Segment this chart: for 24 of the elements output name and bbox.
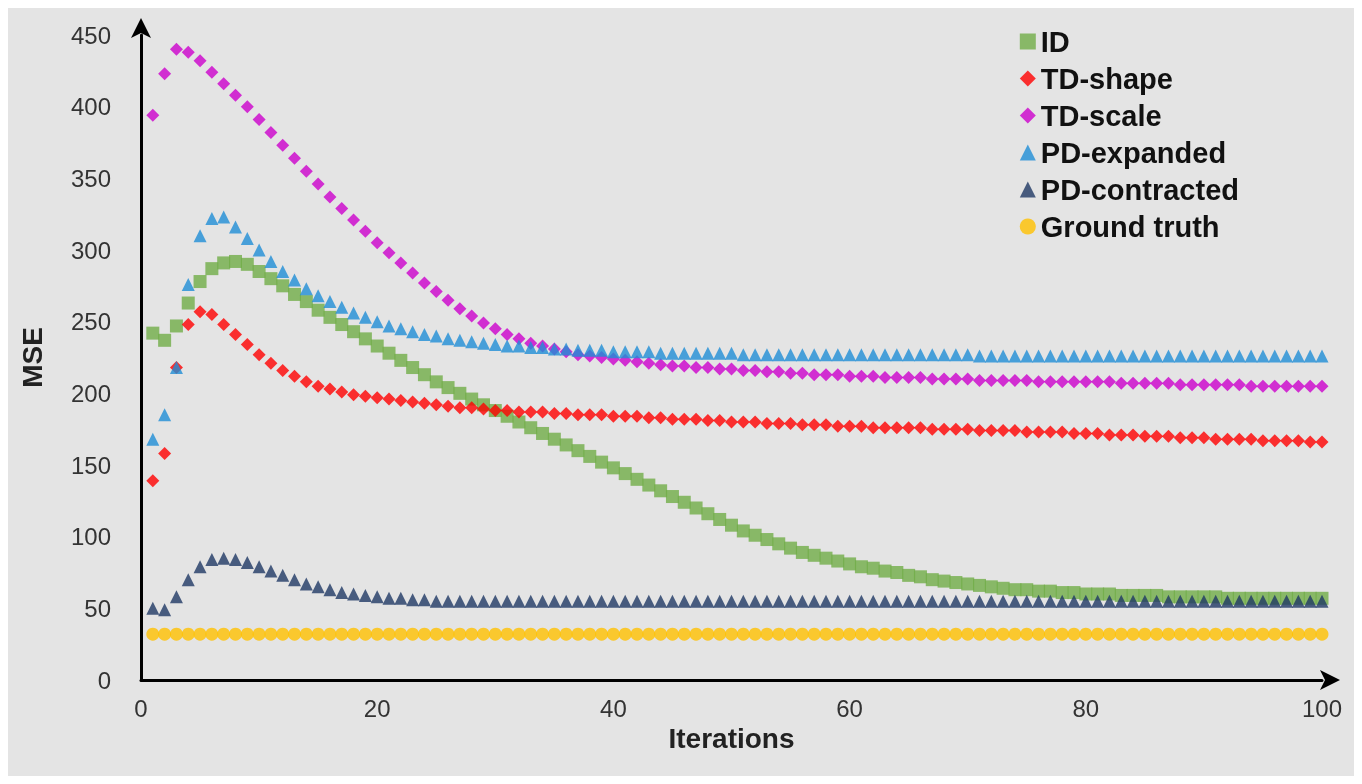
legend-label: ID — [1040, 25, 1070, 58]
y-tick-label: 100 — [70, 523, 111, 551]
x-tick-label: 40 — [600, 694, 627, 722]
y-tick-label: 400 — [70, 93, 111, 121]
x-tick-label: 0 — [134, 694, 148, 722]
x-axis-title: Iterations — [668, 723, 795, 755]
y-tick-label: 200 — [70, 379, 111, 407]
legend-label: Ground truth — [1040, 210, 1220, 243]
y-axis-title: MSE — [16, 327, 48, 388]
y-tick-label: 150 — [70, 451, 111, 479]
y-tick-label: 50 — [84, 594, 111, 622]
x-tick-label: 60 — [836, 694, 863, 722]
legend-label: PD-expanded — [1040, 136, 1227, 169]
y-tick-label: 250 — [70, 308, 111, 336]
x-tick-label: 80 — [1072, 694, 1100, 722]
legend-label: TD-scale — [1040, 99, 1162, 132]
y-tick-label: 350 — [70, 164, 111, 192]
x-tick-label: 100 — [1301, 694, 1343, 722]
legend-label: TD-shape — [1040, 62, 1173, 95]
y-tick-label: 450 — [70, 21, 111, 49]
x-tick-label: 20 — [363, 694, 391, 722]
y-tick-label: 0 — [97, 666, 111, 694]
y-tick-label: 300 — [70, 236, 111, 264]
legend-label: PD-contracted — [1040, 173, 1239, 206]
